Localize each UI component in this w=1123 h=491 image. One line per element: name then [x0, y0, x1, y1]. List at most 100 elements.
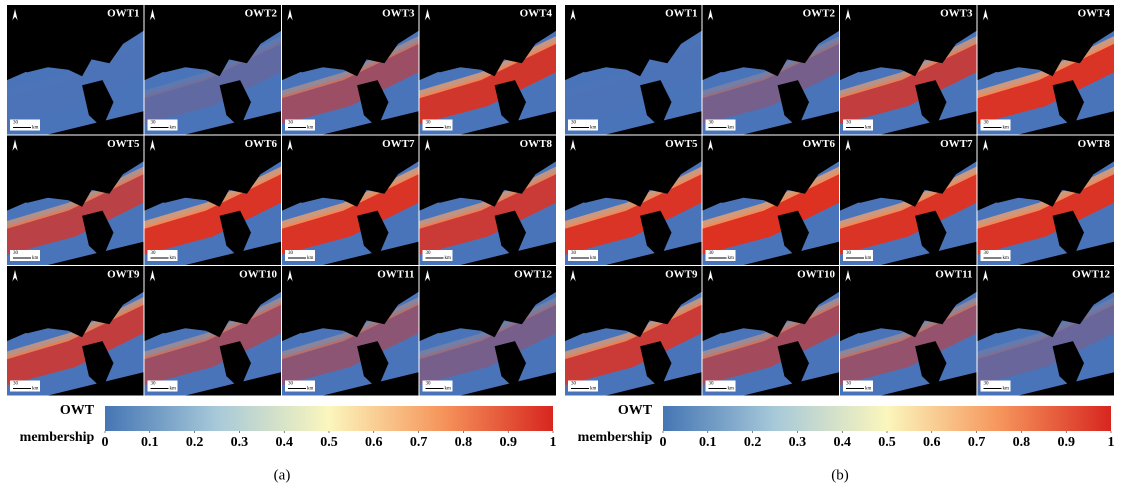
scale-bar-length: 30 [13, 121, 19, 126]
north-arrow [844, 7, 852, 22]
scale-bar-unit: km [170, 126, 177, 131]
map-label: OWT9 [665, 269, 698, 281]
land [419, 5, 556, 77]
land [840, 135, 977, 207]
land [915, 341, 947, 389]
scale-bar-length: 30 [151, 382, 157, 387]
land [777, 80, 809, 128]
colorbar-tick-label: 0.3 [789, 435, 807, 450]
scale-bar-box [285, 250, 315, 261]
scale-bar-box [980, 250, 1011, 261]
map-panel: OWT2 30 km [144, 5, 281, 135]
map-label: OWT3 [382, 8, 415, 20]
scale-bar-length: 30 [288, 382, 294, 387]
scale-bar-unit: km [1003, 387, 1010, 392]
map-panel: OWT5 30 km [565, 135, 702, 265]
scale-bar-box [568, 250, 598, 261]
scale-bar-length: 30 [13, 251, 19, 256]
scale-bar-box [285, 380, 315, 392]
map-panel: OWT12 30 km [977, 266, 1114, 396]
colorbar-title: OWT [618, 403, 653, 418]
land [7, 135, 144, 207]
map-panel: OWT6 30 km [144, 135, 281, 265]
membership-edge [282, 36, 419, 99]
membership-edge [840, 36, 977, 99]
colorbar-tick-label: 0.9 [499, 435, 517, 450]
membership-edge [702, 166, 839, 229]
land [282, 266, 419, 338]
scale-bar-box [10, 250, 40, 261]
colorbar-title: membership [578, 430, 653, 445]
scale-bar-box [10, 119, 40, 131]
scale-bar-unit: km [590, 387, 597, 392]
scale-bar-length: 30 [709, 251, 715, 256]
membership-edge [144, 36, 281, 99]
land [565, 135, 702, 207]
land [494, 210, 526, 259]
map-panel: OWT4 30 km [419, 5, 556, 135]
scale-bar-box [147, 380, 178, 392]
scale-bar-unit: km [865, 126, 872, 131]
scale-bar-box [980, 119, 1011, 131]
colorbar [105, 406, 553, 431]
map-label: OWT2 [803, 8, 836, 20]
scale-bar-length: 30 [984, 121, 990, 126]
colorbar-title: membership [20, 430, 95, 445]
scale-bar-box [843, 380, 873, 392]
scale-bar-unit: km [170, 256, 177, 261]
map-label: OWT6 [803, 138, 836, 150]
map-label: OWT10 [239, 269, 277, 281]
land [82, 210, 114, 259]
map-label: OWT10 [797, 269, 835, 281]
land [82, 80, 114, 128]
scale-bar-unit: km [865, 256, 872, 261]
membership-edge [144, 297, 281, 360]
north-arrow [149, 268, 156, 283]
north-arrow [982, 138, 989, 152]
land [777, 341, 809, 389]
north-arrow [707, 138, 714, 152]
map-label: OWT4 [520, 8, 553, 20]
land [494, 80, 526, 128]
land [702, 5, 839, 77]
map-label: OWT12 [514, 269, 552, 281]
scale-bar-length: 30 [288, 251, 294, 256]
land [7, 266, 144, 338]
scale-bar-unit: km [307, 387, 314, 392]
north-arrow [424, 7, 431, 22]
scale-bar-unit: km [170, 387, 177, 392]
membership-edge [565, 297, 702, 360]
scale-bar-unit: km [590, 126, 597, 131]
land [565, 266, 702, 338]
land [702, 266, 839, 338]
north-arrow [149, 7, 156, 22]
north-arrow [844, 138, 852, 152]
land [144, 266, 281, 338]
land [1052, 341, 1084, 389]
membership-edge [840, 297, 977, 360]
map-label: OWT4 [1078, 8, 1111, 20]
scale-bar-box [422, 119, 453, 131]
map-label: OWT6 [245, 138, 278, 150]
map-panel: OWT8 30 km [419, 135, 556, 265]
membership-edge [7, 297, 144, 360]
panel-caption: (a) [274, 467, 291, 483]
map-label: OWT5 [107, 138, 140, 150]
land [357, 80, 389, 128]
map-panel: OWT7 30 km [840, 135, 977, 265]
land [1052, 210, 1084, 259]
scale-bar-length: 30 [426, 382, 432, 387]
north-arrow [707, 268, 714, 283]
land [144, 5, 281, 77]
north-arrow [707, 7, 714, 22]
scale-bar-unit: km [32, 256, 39, 261]
map-panel: OWT8 30 km [977, 135, 1114, 265]
land [282, 5, 419, 77]
scale-bar-box [147, 119, 178, 131]
map-panel: OWT10 30 km [702, 266, 839, 396]
scale-bar-box [568, 380, 598, 392]
north-arrow [982, 7, 989, 22]
map-panel: OWT6 30 km [702, 135, 839, 265]
north-arrow [844, 268, 852, 283]
